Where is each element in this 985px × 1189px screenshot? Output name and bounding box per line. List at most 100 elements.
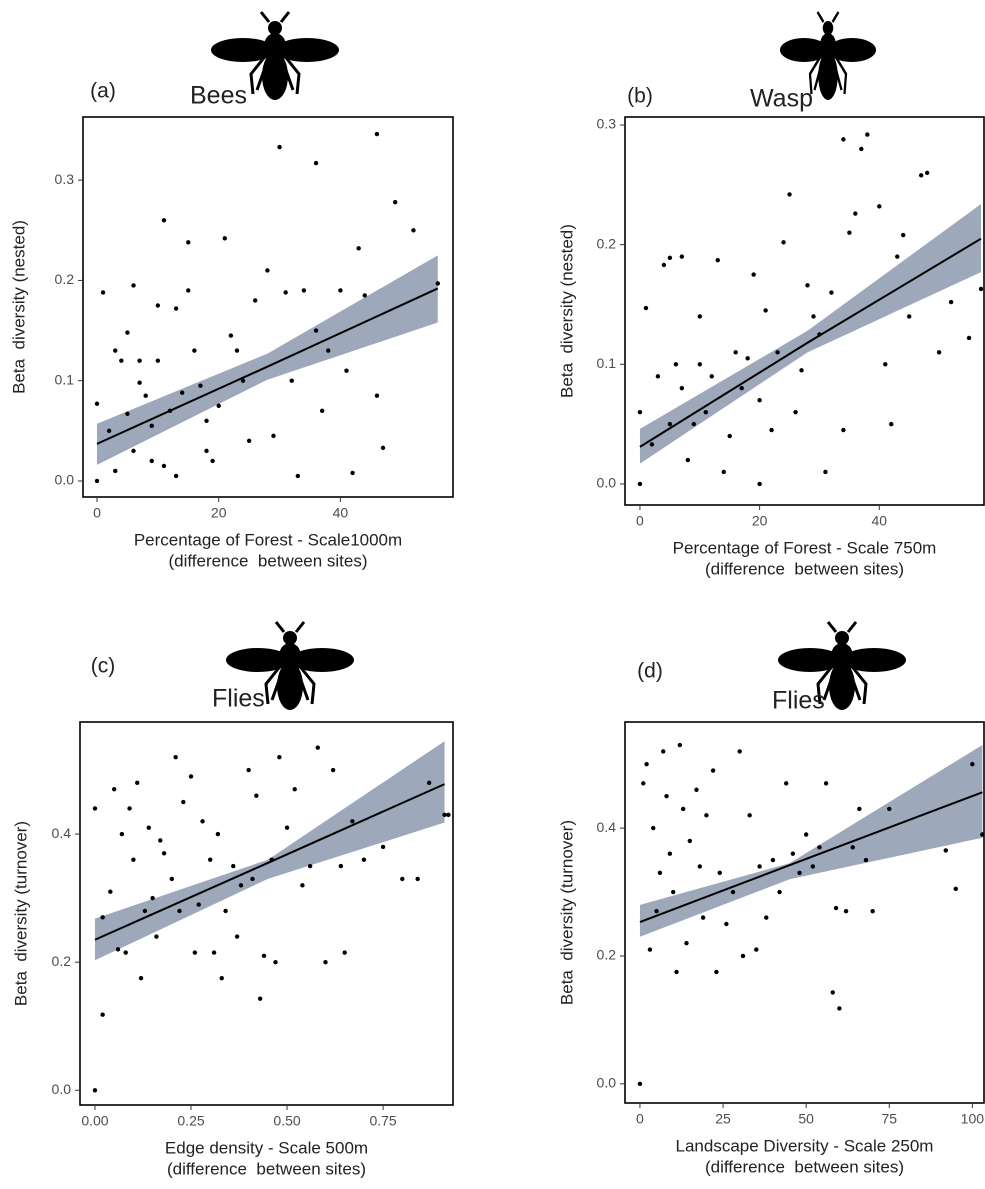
panel-label: (c) — [91, 655, 116, 678]
x-axis-title: (difference between sites) — [167, 1159, 366, 1178]
point — [192, 348, 197, 353]
point — [295, 473, 301, 479]
x-axis-title: Percentage of Forest - Scale 750m — [673, 538, 937, 557]
point — [654, 909, 659, 914]
point — [143, 393, 148, 398]
y-tick-label: 0.2 — [597, 235, 617, 251]
point — [142, 908, 148, 914]
point — [775, 350, 780, 355]
point — [865, 132, 870, 137]
point — [837, 1006, 842, 1011]
point — [210, 458, 215, 464]
point — [146, 825, 151, 830]
point — [817, 845, 822, 850]
point — [811, 314, 816, 319]
point — [271, 433, 276, 439]
point — [667, 255, 673, 261]
point — [697, 314, 702, 319]
point — [204, 418, 209, 423]
point — [200, 819, 205, 824]
point — [277, 755, 282, 760]
point — [724, 921, 729, 927]
point — [92, 1088, 98, 1093]
point — [115, 947, 121, 952]
point — [661, 749, 666, 754]
point — [119, 831, 125, 837]
plot-frame — [82, 116, 454, 498]
point — [400, 876, 405, 882]
point — [123, 950, 128, 955]
y-tick-label: 0.0 — [597, 475, 617, 491]
point — [674, 969, 679, 975]
y-tick-label: 0.0 — [52, 1081, 72, 1097]
point — [770, 857, 776, 863]
point — [113, 348, 118, 353]
point — [362, 293, 367, 298]
point — [733, 350, 738, 355]
point — [250, 876, 255, 882]
panel-title: Wasp — [750, 85, 813, 113]
point — [895, 254, 900, 259]
point — [704, 813, 709, 818]
point — [823, 781, 829, 786]
point — [787, 192, 792, 197]
point — [131, 283, 136, 288]
y-axis-title: Beta diversity (turnover) — [557, 820, 576, 1005]
point — [181, 799, 186, 805]
point — [269, 857, 274, 862]
point — [231, 863, 236, 869]
point — [240, 378, 246, 383]
plot-frame — [624, 721, 985, 1104]
x-tick-label: 0.00 — [81, 1113, 108, 1129]
plot-frame — [624, 116, 985, 506]
point — [192, 950, 198, 955]
point — [799, 368, 804, 373]
x-tick-label: 100 — [961, 1111, 985, 1127]
point — [257, 996, 263, 1001]
point — [793, 409, 798, 415]
x-axis-title: (difference between sites) — [705, 1157, 904, 1176]
point — [283, 290, 288, 295]
point — [936, 350, 942, 355]
y-tick-label: 0.3 — [597, 116, 617, 132]
confidence-band — [639, 203, 982, 464]
point — [853, 211, 858, 216]
point — [721, 469, 726, 475]
y-tick-label: 0.2 — [597, 947, 617, 963]
point — [727, 433, 732, 439]
point — [769, 427, 774, 433]
point — [284, 825, 290, 830]
point — [273, 959, 278, 965]
point — [338, 863, 344, 869]
point — [350, 470, 355, 476]
point — [677, 742, 683, 748]
y-axis-title: Beta diversity (nested) — [557, 224, 576, 398]
point — [211, 950, 217, 955]
point — [803, 832, 809, 837]
point — [643, 305, 649, 311]
point — [125, 330, 130, 335]
x-tick-label: 0.50 — [273, 1113, 300, 1129]
x-tick-label: 0 — [93, 505, 101, 521]
point — [757, 397, 762, 403]
x-tick-label: 50 — [798, 1111, 814, 1127]
point — [350, 819, 355, 824]
point — [655, 374, 661, 379]
point — [338, 288, 343, 293]
point — [661, 262, 667, 268]
point — [740, 953, 746, 959]
point — [265, 268, 270, 273]
point — [817, 332, 822, 337]
y-axis-title: Beta diversity (nested) — [9, 220, 28, 394]
point — [313, 328, 319, 333]
regression-line — [639, 237, 982, 448]
point — [315, 745, 320, 750]
point — [106, 428, 112, 434]
point — [138, 975, 144, 981]
point — [823, 469, 828, 475]
point — [113, 468, 118, 474]
point — [208, 857, 213, 862]
point — [841, 427, 846, 433]
point — [679, 254, 685, 259]
